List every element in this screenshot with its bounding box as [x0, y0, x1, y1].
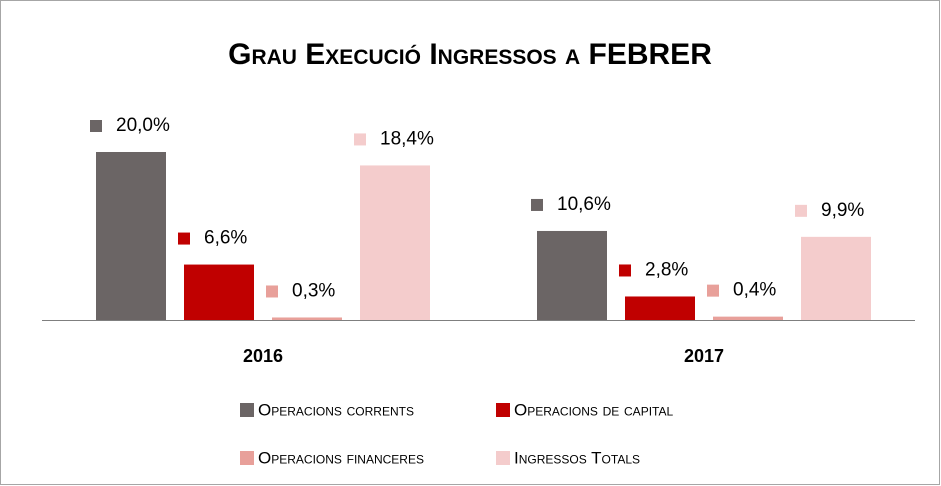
legend-swatch: [240, 451, 254, 465]
chart-title: Grau Execució Ingressos a FEBRER: [228, 38, 712, 71]
data-label: 18,4%: [380, 128, 434, 149]
bar: [272, 317, 342, 320]
legend-label: Operacions financeres: [258, 448, 424, 467]
data-label-marker: [266, 285, 278, 298]
legend-swatch: [496, 403, 510, 417]
bar: [184, 264, 254, 320]
data-label-marker: [707, 284, 719, 297]
data-label: 20,0%: [116, 115, 170, 136]
legend-label: Operacions de capital: [514, 400, 673, 419]
bar: [537, 230, 607, 320]
bar: [360, 165, 430, 320]
legend-label: Operacions corrents: [258, 400, 414, 419]
data-label: 2,8%: [645, 259, 688, 280]
data-label-marker: [619, 264, 631, 277]
data-label: 0,3%: [292, 280, 335, 301]
legend-label: Ingressos Totals: [514, 448, 640, 467]
data-label-marker: [354, 133, 366, 146]
data-label-marker: [178, 232, 190, 245]
x-tick-label: 2016: [243, 346, 283, 366]
bar: [801, 236, 871, 320]
data-label: 6,6%: [204, 228, 247, 249]
data-label-marker: [795, 204, 807, 217]
data-label: 10,6%: [557, 194, 611, 215]
legend-swatch: [240, 403, 254, 417]
data-label-marker: [90, 120, 102, 132]
bar: [625, 296, 695, 320]
legend-swatch: [496, 451, 510, 465]
data-label-marker: [531, 198, 543, 211]
x-tick-label: 2017: [684, 346, 724, 366]
bar: [713, 316, 783, 320]
bar: [96, 152, 166, 320]
data-label: 9,9%: [821, 200, 864, 221]
data-label: 0,4%: [733, 280, 776, 301]
